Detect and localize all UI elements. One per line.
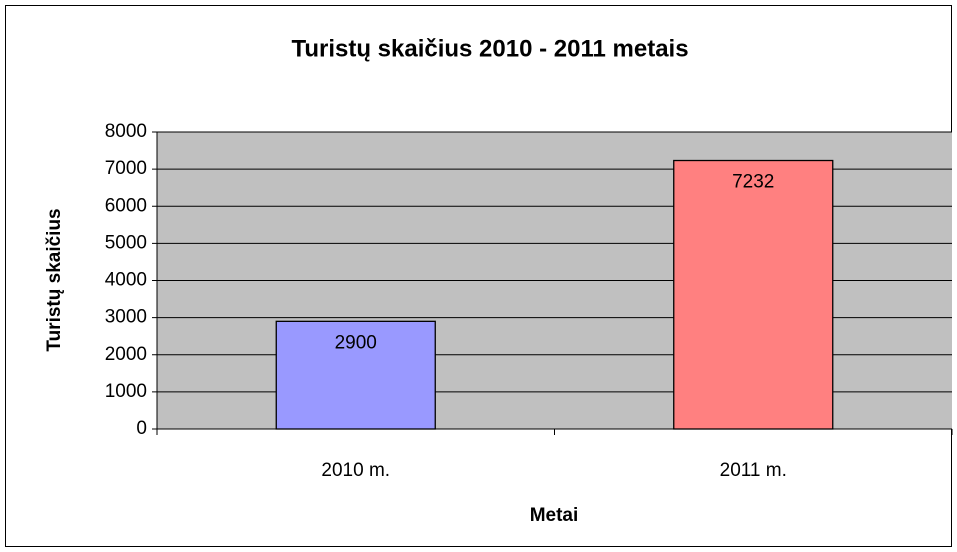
y-tick-label: 0 — [136, 418, 147, 439]
y-tick-label: 5000 — [105, 232, 147, 253]
y-tick-label: 2000 — [105, 344, 147, 365]
bar — [673, 159, 834, 430]
bar — [275, 320, 436, 430]
data-label: 7232 — [732, 172, 774, 193]
y-tick-label: 6000 — [105, 195, 147, 216]
x-axis-label: Metai — [530, 505, 579, 526]
y-tick-label: 8000 — [105, 121, 147, 142]
y-tick-label: 3000 — [105, 307, 147, 328]
y-axis-label: Turistų skaičius — [44, 208, 65, 351]
data-label: 2900 — [335, 332, 377, 353]
y-tick-label: 7000 — [105, 158, 147, 179]
y-tick-label: 4000 — [105, 270, 147, 291]
chart-title: Turistų skaičius 2010 - 2011 metais — [291, 35, 688, 62]
x-tick-label: 2011 m. — [720, 460, 787, 481]
x-tick-label: 2010 m. — [321, 460, 390, 481]
y-tick-label: 1000 — [105, 381, 147, 402]
